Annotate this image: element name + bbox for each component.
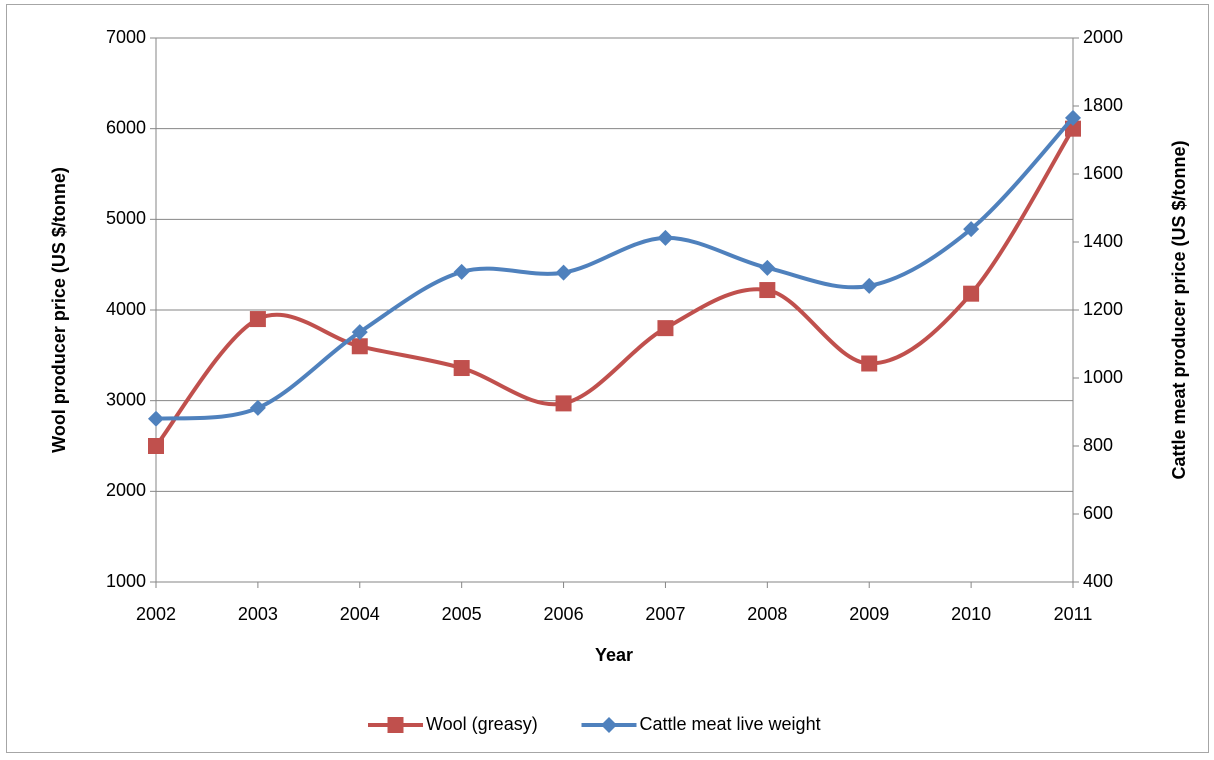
y2-tick-label: 600 [1083,503,1113,523]
x-tick-label: 2008 [747,604,787,624]
marker [657,229,674,246]
y-tick-label: 3000 [106,389,146,409]
marker [453,263,470,280]
y2-tick-label: 1600 [1083,163,1123,183]
marker [351,338,368,355]
y-axis-title: Wool producer price (US $/tonne) [49,167,69,453]
x-axis-title: Year [595,645,633,665]
legend-marker [601,717,617,733]
marker [555,264,572,281]
marker [963,285,980,302]
marker [249,399,266,416]
y2-tick-label: 1800 [1083,95,1123,115]
x-tick-label: 2010 [951,604,991,624]
series-line [154,127,1075,448]
legend-label: Wool (greasy) [426,714,538,734]
series-line [155,116,1075,421]
legend-label: Cattle meat live weight [640,714,821,734]
y-tick-label: 5000 [106,208,146,228]
marker [861,277,878,294]
y2-tick-label: 400 [1083,571,1113,591]
y-tick-label: 6000 [106,117,146,137]
marker [1065,109,1081,126]
x-tick-label: 2003 [238,604,278,624]
x-tick-label: 2004 [340,604,380,624]
x-tick-label: 2011 [1054,604,1093,624]
y2-tick-label: 1200 [1083,299,1123,319]
y2-axis-title: Cattle meat producer price (US $/tonne) [1169,140,1189,479]
marker [963,221,980,238]
marker [759,282,776,299]
marker [148,438,164,454]
marker [351,324,368,341]
legend-marker [387,717,404,733]
marker [453,360,470,377]
marker [657,320,674,337]
y-tick-label: 2000 [106,480,146,500]
marker [148,410,164,427]
y-tick-label: 1000 [106,571,146,591]
x-tick-label: 2007 [645,604,685,624]
marker [759,259,776,276]
marker [249,311,266,328]
y-tick-label: 4000 [106,299,146,319]
y2-tick-label: 1000 [1083,367,1123,387]
marker [861,355,878,372]
x-tick-label: 2005 [442,604,482,624]
x-tick-label: 2006 [544,604,584,624]
y2-tick-label: 2000 [1083,27,1123,47]
x-tick-label: 2002 [136,604,176,624]
x-tick-label: 2009 [849,604,889,624]
y2-tick-label: 800 [1083,435,1113,455]
y2-tick-label: 1400 [1083,231,1123,251]
y-tick-label: 7000 [106,27,146,47]
marker [555,395,572,412]
